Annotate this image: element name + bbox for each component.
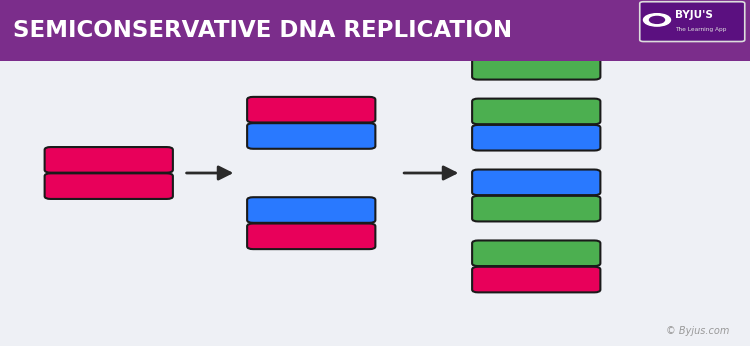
- Circle shape: [644, 13, 670, 26]
- FancyBboxPatch shape: [472, 196, 600, 221]
- FancyBboxPatch shape: [472, 240, 600, 266]
- Text: © Byjus.com: © Byjus.com: [666, 326, 729, 336]
- FancyBboxPatch shape: [44, 147, 172, 173]
- Text: SEMICONSERVATIVE DNA REPLICATION: SEMICONSERVATIVE DNA REPLICATION: [13, 19, 513, 42]
- FancyBboxPatch shape: [0, 0, 750, 61]
- Text: The Learning App: The Learning App: [675, 27, 727, 32]
- FancyBboxPatch shape: [247, 97, 375, 122]
- Circle shape: [650, 17, 664, 23]
- FancyBboxPatch shape: [247, 224, 375, 249]
- Text: BYJU'S: BYJU'S: [675, 10, 712, 20]
- FancyBboxPatch shape: [472, 28, 600, 53]
- FancyBboxPatch shape: [247, 197, 375, 223]
- FancyBboxPatch shape: [472, 125, 600, 151]
- FancyBboxPatch shape: [44, 173, 172, 199]
- FancyBboxPatch shape: [472, 54, 600, 80]
- FancyBboxPatch shape: [472, 267, 600, 292]
- FancyBboxPatch shape: [247, 123, 375, 149]
- FancyBboxPatch shape: [472, 99, 600, 124]
- FancyBboxPatch shape: [640, 2, 745, 42]
- FancyBboxPatch shape: [472, 170, 600, 195]
